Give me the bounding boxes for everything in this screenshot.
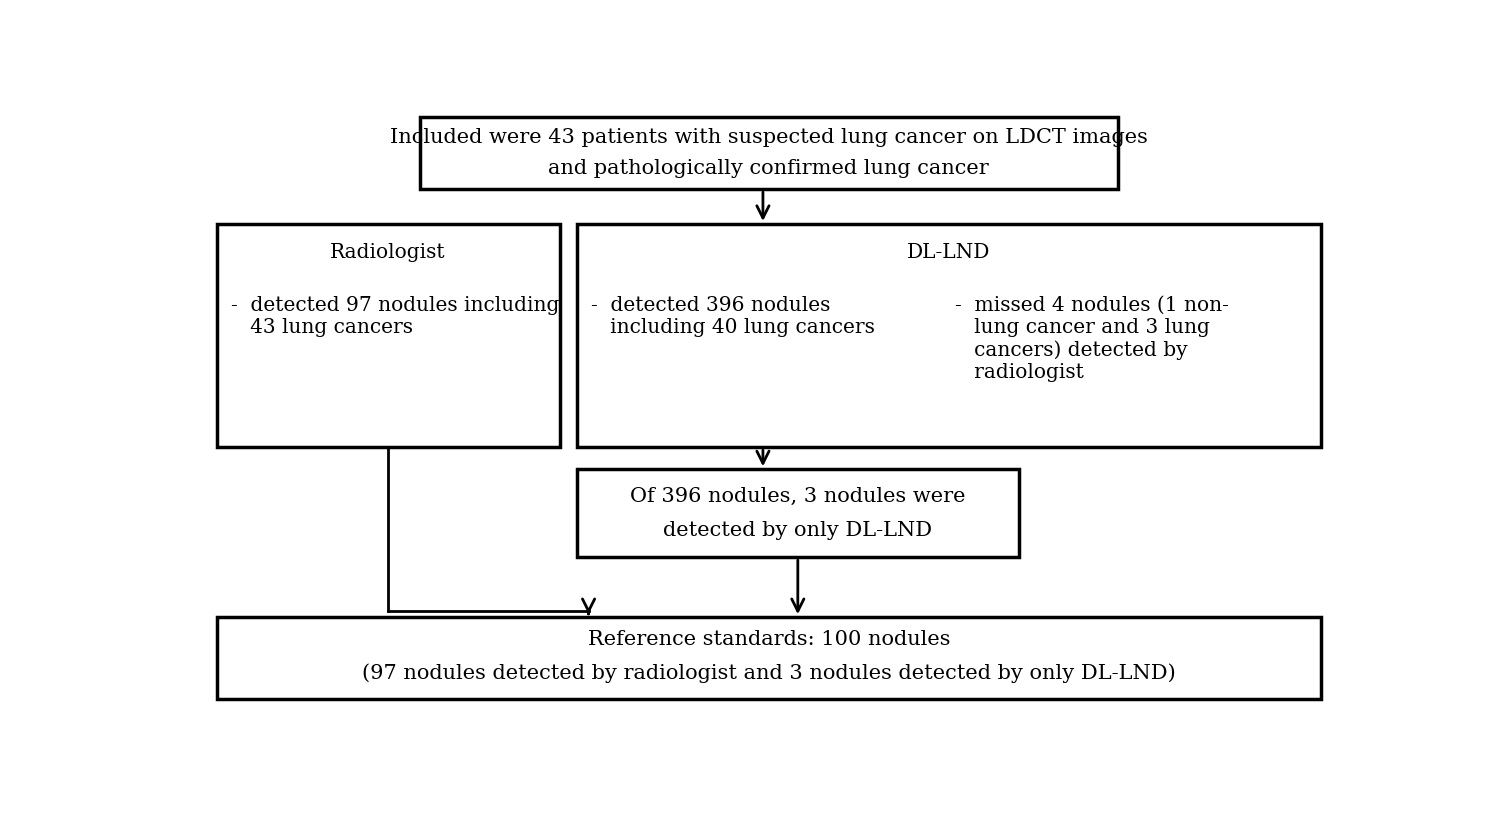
Text: detected by only DL-LND: detected by only DL-LND [663,520,933,540]
Bar [578,469,1018,557]
Text: Reference standards: 100 nodules: Reference standards: 100 nodules [588,630,950,649]
Bar [216,617,1322,699]
Text: Included were 43 patients with suspected lung cancer on LDCT images: Included were 43 patients with suspected… [390,127,1148,147]
Text: -  detected 97 nodules including
   43 lung cancers: - detected 97 nodules including 43 lung … [231,297,560,337]
Text: (97 nodules detected by radiologist and 3 nodules detected by only DL-LND): (97 nodules detected by radiologist and … [362,664,1176,684]
Bar [420,117,1118,190]
Bar [216,224,560,447]
Text: DL-LND: DL-LND [908,243,990,261]
Text: -  missed 4 nodules (1 non-
   lung cancer and 3 lung
   cancers) detected by
  : - missed 4 nodules (1 non- lung cancer a… [954,297,1228,382]
Text: and pathologically confirmed lung cancer: and pathologically confirmed lung cancer [549,159,988,178]
Bar [578,224,1322,447]
Text: Of 396 nodules, 3 nodules were: Of 396 nodules, 3 nodules were [630,487,966,506]
Text: Radiologist: Radiologist [330,243,446,261]
Text: -  detected 396 nodules
   including 40 lung cancers: - detected 396 nodules including 40 lung… [591,297,874,337]
